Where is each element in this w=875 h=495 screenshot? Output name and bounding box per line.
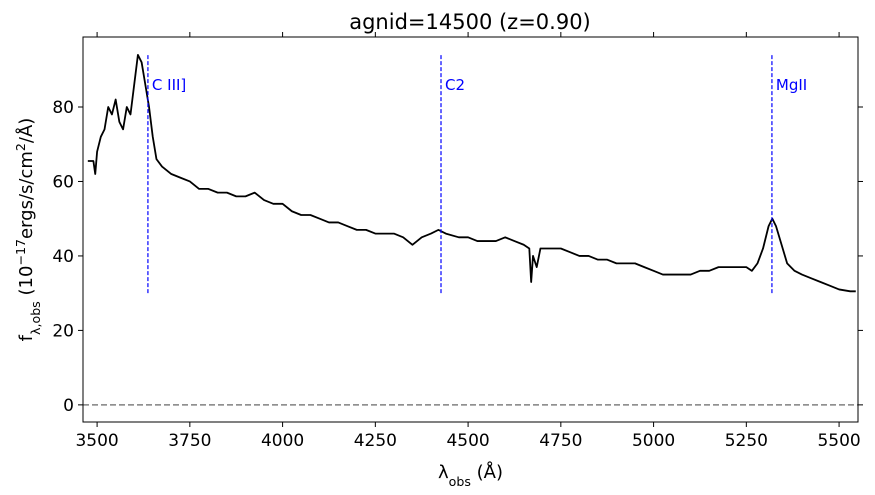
ylabel-label: fλ,obs (10−17ergs/s/cm2/Å) (13, 118, 43, 342)
y-tick-label: 60 (52, 172, 74, 192)
x-tick-label: 4750 (539, 431, 582, 451)
ylabel-part: 2 (13, 143, 28, 151)
xlabel-part: (Å) (471, 461, 503, 483)
x-tick-label: 5500 (817, 431, 860, 451)
ylabel-part: (10 (16, 266, 37, 302)
x-tick-label: 4250 (354, 431, 397, 451)
y-tick-label: 80 (52, 98, 74, 118)
chart-title: agnid=14500 (z=0.90) (349, 10, 591, 34)
y-tick-label: 0 (63, 396, 74, 416)
emission-line-label: MgII (776, 76, 807, 94)
spectrum-line (87, 53, 856, 293)
x-tick-label: 4000 (261, 431, 304, 451)
plot-frame (82, 36, 859, 423)
ylabel-part: /Å) (15, 118, 37, 143)
ylabel-part: f (16, 334, 37, 341)
x-tick-label: 4500 (446, 431, 489, 451)
x-tick-label: 5250 (725, 431, 768, 451)
ylabel-part: ergs/s/cm (16, 151, 37, 239)
x-tick-label: 3500 (75, 431, 118, 451)
xlabel-label: λobs (Å) (438, 461, 503, 489)
emission-line-label: C2 (445, 76, 465, 94)
ylabel-part: λ,obs (28, 301, 43, 335)
xlabel-part: obs (449, 474, 471, 489)
emission-line-label: C III] (152, 76, 186, 94)
y-tick-label: 40 (52, 247, 74, 267)
y-tick-label: 20 (52, 321, 74, 341)
x-tick-label: 5000 (632, 431, 675, 451)
ylabel-part: −17 (13, 239, 28, 266)
xlabel-part: λ (438, 462, 449, 483)
x-tick-label: 3750 (168, 431, 211, 451)
